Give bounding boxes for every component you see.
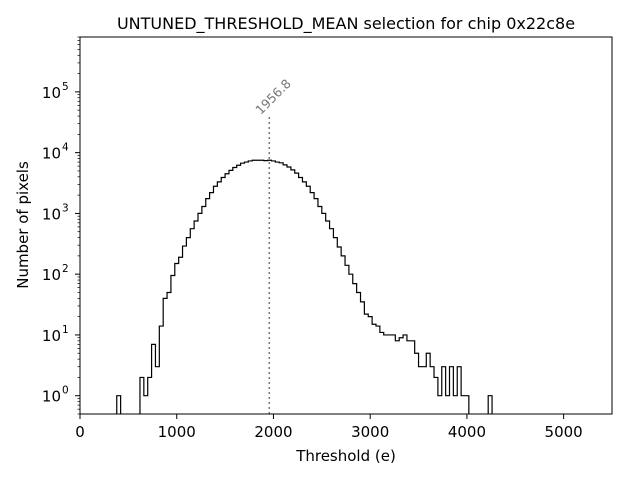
x-tick-label: 1000 (158, 423, 196, 441)
y-tick-exponent: 3 (62, 202, 69, 214)
x-axis-label: Threshold (e) (295, 447, 396, 465)
y-tick-exponent: 0 (62, 385, 69, 397)
y-tick-label: 10 (42, 84, 61, 102)
y-tick-label: 10 (42, 266, 61, 284)
histogram-bin-group-1 (139, 159, 470, 414)
histogram-bin-group-0 (116, 395, 122, 414)
x-tick-label: 4000 (448, 423, 486, 441)
y-tick-exponent: 5 (62, 81, 69, 93)
y-tick-label: 10 (42, 327, 61, 345)
histogram-bin-group-2 (487, 395, 493, 414)
y-tick-label: 10 (42, 388, 61, 406)
y-tick-exponent: 4 (62, 142, 69, 154)
x-tick-label: 3000 (351, 423, 389, 441)
y-axis-label: Number of pixels (14, 161, 32, 289)
y-tick-exponent: 2 (62, 263, 69, 275)
y-tick-exponent: 1 (62, 324, 69, 336)
plot-frame (79, 36, 613, 415)
x-tick-label: 0 (75, 423, 85, 441)
chart-title: UNTUNED_THRESHOLD_MEAN selection for chi… (117, 14, 575, 34)
x-axis: 0 1000 2000 3000 4000 5000 (75, 414, 583, 441)
x-tick-label: 5000 (545, 423, 583, 441)
y-tick-label: 10 (42, 145, 61, 163)
x-tick-label: 2000 (254, 423, 292, 441)
y-tick-label: 10 (42, 205, 61, 223)
